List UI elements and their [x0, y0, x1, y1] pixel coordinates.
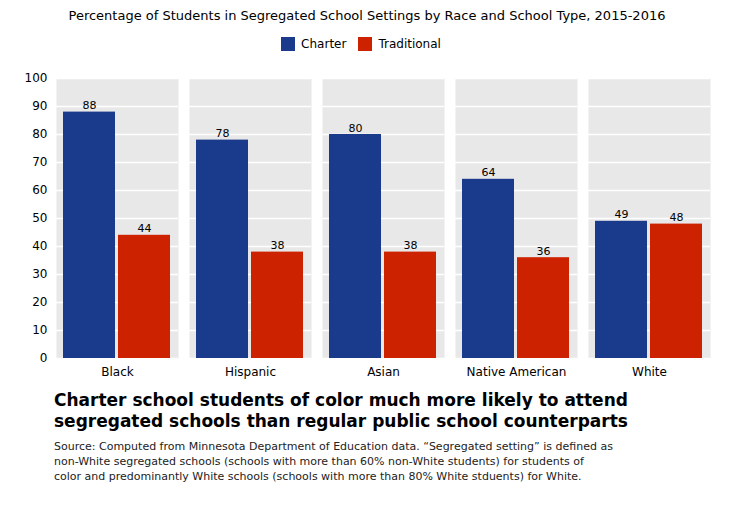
svg-text:70: 70 — [32, 155, 47, 169]
html-text:Charter school students of col: Charter school students of color much mo… — [54, 390, 628, 432]
svg-text:White: White — [632, 365, 667, 379]
svg-text:Hispanic: Hispanic — [225, 365, 276, 379]
svg-text:20: 20 — [32, 295, 47, 309]
svg-text:38: 38 — [404, 239, 418, 252]
svg-text:80: 80 — [349, 122, 363, 135]
svg-text:Asian: Asian — [367, 365, 400, 379]
svg-text:90: 90 — [32, 99, 47, 113]
svg-text:36: 36 — [537, 245, 551, 258]
svg-text:50: 50 — [32, 211, 47, 225]
svg-text:Black: Black — [101, 365, 134, 379]
svg-text:Native American: Native American — [467, 365, 567, 379]
svg-text:88: 88 — [83, 99, 97, 112]
svg-text:0: 0 — [40, 351, 48, 365]
svg-text:40: 40 — [32, 239, 47, 253]
html-text:Source: Computed from Minnesot: Source: Computed from Minnesota Departme… — [54, 439, 613, 484]
svg-text:49: 49 — [615, 208, 629, 221]
html-text:Percentage of Students in Segr: Percentage of Students in Segregated Sch… — [68, 8, 666, 23]
html-text:Charter: Charter — [301, 36, 347, 51]
html-text:Traditional: Traditional — [378, 36, 441, 51]
svg-text:100: 100 — [25, 71, 48, 85]
svg-text:38: 38 — [271, 239, 285, 252]
svg-text:44: 44 — [138, 222, 152, 235]
svg-text:64: 64 — [482, 166, 496, 179]
svg-text:30: 30 — [32, 267, 47, 281]
svg-text:78: 78 — [216, 127, 230, 140]
svg-text:48: 48 — [670, 211, 684, 224]
svg-text:10: 10 — [32, 323, 47, 337]
svg-text:80: 80 — [32, 127, 47, 141]
svg-text:60: 60 — [32, 183, 47, 197]
